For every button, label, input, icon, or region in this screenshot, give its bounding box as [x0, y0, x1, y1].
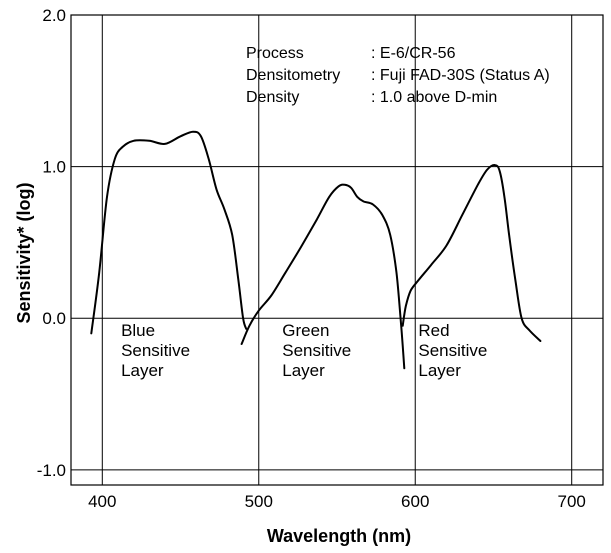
blue-layer-curve — [90, 130, 248, 335]
x-tick-label: 600 — [401, 492, 429, 511]
info-densitometry-value: : Fuji FAD-30S (Status A) — [371, 67, 550, 84]
layer-label-line: Layer — [418, 361, 461, 380]
green-layer-curve — [240, 183, 406, 370]
layer-label-line: Sensitive — [282, 341, 351, 360]
info-density-value: : 1.0 above D-min — [371, 89, 497, 106]
x-axis-title: Wavelength (nm) — [267, 526, 411, 546]
plot-frame — [70, 14, 604, 486]
info-process-value: : E-6/CR-56 — [371, 45, 456, 62]
x-tick-label: 500 — [245, 492, 273, 511]
x-tick-label: 400 — [88, 492, 116, 511]
info-process-key: Process — [246, 45, 304, 62]
layer-label-line: Blue — [121, 321, 155, 340]
layer-label-line: Layer — [282, 361, 325, 380]
layer-label-line: Green — [282, 321, 329, 340]
y-tick-label: -1.0 — [37, 461, 66, 480]
layer-labels: BlueSensitiveLayerGreenSensitiveLayerRed… — [121, 321, 487, 380]
y-tick-label: 0.0 — [42, 309, 66, 328]
y-tick-label: 1.0 — [42, 158, 66, 177]
layer-label-line: Sensitive — [418, 341, 487, 360]
y-axis-title: Sensitivity* (log) — [14, 182, 34, 323]
x-tick-label: 700 — [558, 492, 586, 511]
layer-label-line: Sensitive — [121, 341, 190, 360]
layer-label-line: Red — [418, 321, 449, 340]
layer-label-line: Layer — [121, 361, 164, 380]
grid-lines — [71, 14, 603, 485]
red-layer-curve — [401, 164, 542, 342]
tick-labels: 400 500 600 700 2.0 1.0 0.0 -1.0 — [37, 6, 586, 511]
sensitivity-curves — [90, 130, 542, 370]
info-densitometry-key: Densitometry — [246, 67, 340, 84]
y-tick-label: 2.0 — [42, 6, 66, 25]
info-box: Process : E-6/CR-56 Densitometry : Fuji … — [246, 45, 550, 106]
info-density-key: Density — [246, 89, 299, 106]
